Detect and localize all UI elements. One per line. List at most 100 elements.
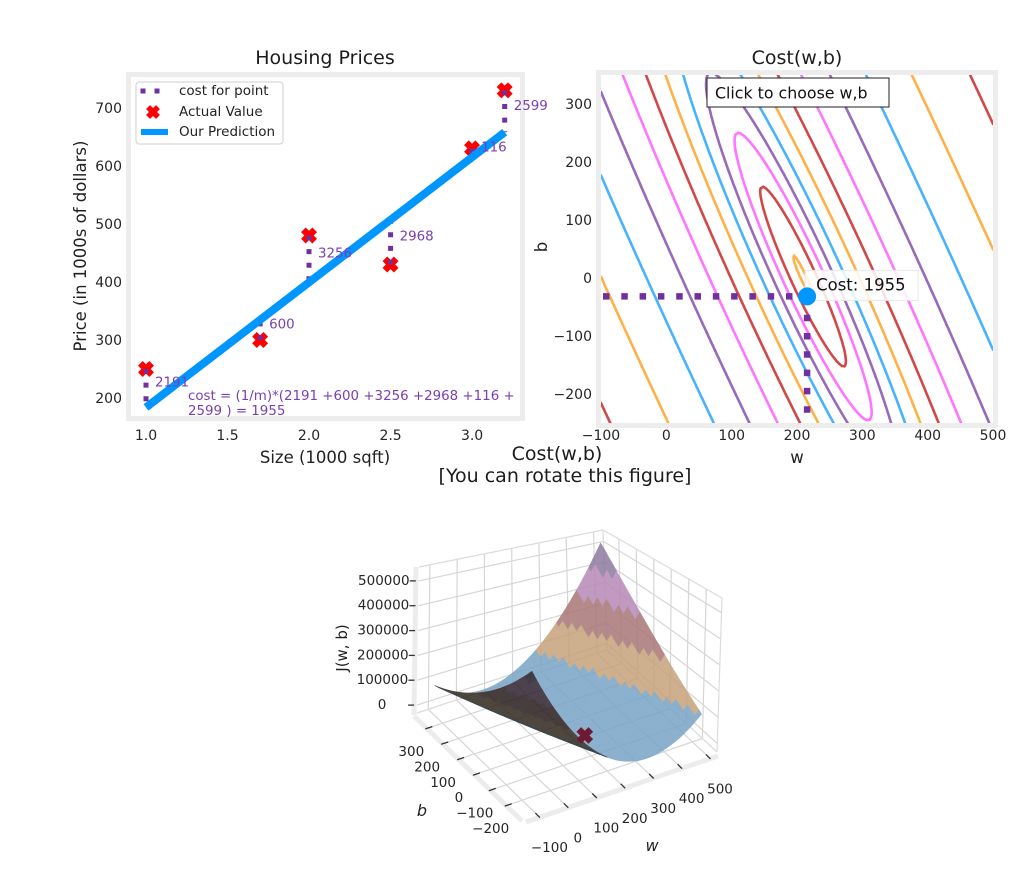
contour-line (664, 75, 922, 423)
point-cost-label: 2968 (400, 230, 434, 245)
contour-line (601, 75, 993, 423)
z-tick-label: 400000 (358, 598, 410, 614)
x-tick-label: 400 (914, 428, 941, 444)
tick-mark (425, 725, 433, 730)
grid-line (417, 581, 605, 632)
contour-lines (601, 75, 993, 423)
b-tick-label: −200 (472, 821, 509, 837)
contour-line (621, 75, 963, 423)
housing-marks (138, 82, 513, 411)
contour-plot-area[interactable] (601, 75, 993, 423)
surface-w-label: w (645, 836, 659, 855)
b-axis-line (412, 714, 524, 823)
pane-edge (602, 529, 723, 599)
y-tick-label: 600 (95, 159, 122, 175)
z-tick-label: 0 (378, 697, 387, 713)
tick-mark (440, 741, 449, 745)
surface-marker-group (576, 727, 594, 744)
w-tick-label: 400 (679, 791, 705, 807)
z-tick-label: 100000 (357, 672, 409, 688)
tick-mark (488, 787, 497, 792)
cost-label-box (804, 269, 919, 301)
surface-axis-lines (411, 566, 719, 825)
legend-label: Our Prediction (179, 124, 275, 140)
grid-line (427, 564, 431, 710)
housing-title: Housing Prices (255, 47, 395, 69)
contour-tick-labels: −100 0 100 200 300 400 500 −200 −100 0 100 200 300 (554, 97, 1007, 444)
grid-line (701, 588, 707, 739)
contour-line (601, 75, 993, 423)
y-tick-label: 400 (95, 275, 122, 291)
grid-line (510, 737, 703, 805)
x-tick-label: 2.5 (379, 428, 401, 444)
housing-prices-axes: 1.0 1.5 2.0 2.5 3.0 200 300 400 500 600 700 2191 60… (71, 47, 548, 467)
z-tick-label: 500000 (358, 573, 410, 589)
surface-rotate-area[interactable] (330, 515, 750, 860)
grid-line (603, 561, 722, 640)
housing-x-label: Size (1000 sqft) (260, 448, 390, 467)
w-tick-label: 300 (650, 801, 676, 817)
b-tick-label: 100 (430, 775, 456, 791)
selected-point[interactable] (798, 287, 817, 306)
tick-mark (472, 772, 481, 776)
b-tick-label: 200 (414, 759, 440, 775)
surface-z-label: J(w, b) (333, 624, 351, 672)
y-tick-label: 0 (583, 271, 592, 287)
y-tick-label: −200 (554, 387, 592, 403)
legend: cost for point Actual Value Our Prediction (135, 81, 284, 145)
contour-line (601, 75, 991, 423)
surface-facet (529, 670, 537, 681)
prediction-line (143, 129, 508, 411)
housing-cost-labels: 2191 600 3256 2968 116 2599 (155, 99, 548, 391)
surface-tick-labels: 0100000200000300000400000500000−200−1000… (357, 573, 733, 856)
contour-line (704, 75, 893, 423)
tick-mark (563, 802, 569, 809)
grid-line (455, 699, 566, 805)
point-cost-label: 116 (481, 140, 507, 155)
contour-title: Cost(w,b) (752, 47, 843, 69)
point-cost-label: 2191 (155, 376, 189, 391)
x-tick-label: 2.0 (298, 428, 320, 444)
z-axis-line (411, 566, 419, 716)
y-tick-label: −100 (554, 329, 592, 345)
cost-surface (434, 542, 702, 762)
grid-line (427, 708, 537, 815)
y-tick-label: 100 (565, 213, 592, 229)
pane-edge (418, 529, 604, 568)
grid-line (603, 540, 722, 614)
x-tick-label: 500 (980, 428, 1007, 444)
point-cost-label: 600 (269, 317, 295, 332)
y-tick-label: 700 (95, 101, 122, 117)
cost-contour-axes: −100 0 100 200 300 400 500 −200 −100 0 100 200 300 C… (532, 47, 1006, 467)
x-tick-label: 300 (849, 428, 876, 444)
point-cost-label: 3256 (318, 246, 352, 261)
grid-line (418, 561, 605, 607)
x-tick-label: 0 (662, 428, 671, 444)
cost-annotation-line1: cost = (1/m)*(2191 +600 +3256 +2968 +116… (188, 389, 515, 404)
point-cost-label: 2599 (514, 99, 548, 114)
legend-cost-marker (140, 88, 146, 94)
surface-subtitle: [You can rotate this figure] (439, 465, 692, 487)
legend-actual-marker (146, 105, 160, 119)
contour-x-label: w (790, 448, 804, 467)
b-tick-label: 0 (455, 790, 464, 806)
grid-line (418, 540, 604, 582)
z-tick-label: 300000 (357, 623, 409, 639)
tick-mark (705, 753, 711, 760)
legend-box (135, 81, 284, 145)
instruction-text: Click to choose w,b (715, 84, 868, 103)
contour-line (601, 75, 993, 423)
x-tick-label: 1.5 (216, 428, 238, 444)
y-tick-label: 300 (565, 97, 592, 113)
y-tick-label: 200 (95, 391, 122, 407)
b-tick-label: 300 (398, 744, 424, 760)
tick-mark (504, 803, 512, 807)
tick-mark (677, 763, 683, 770)
legend-label: Actual Value (179, 104, 263, 120)
z-tick-label: 200000 (357, 647, 409, 663)
grid-line (511, 548, 514, 682)
w-tick-label: 0 (574, 830, 583, 846)
surface-title: Cost(w,b) (512, 443, 603, 465)
x-tick-label: 100 (718, 428, 745, 444)
